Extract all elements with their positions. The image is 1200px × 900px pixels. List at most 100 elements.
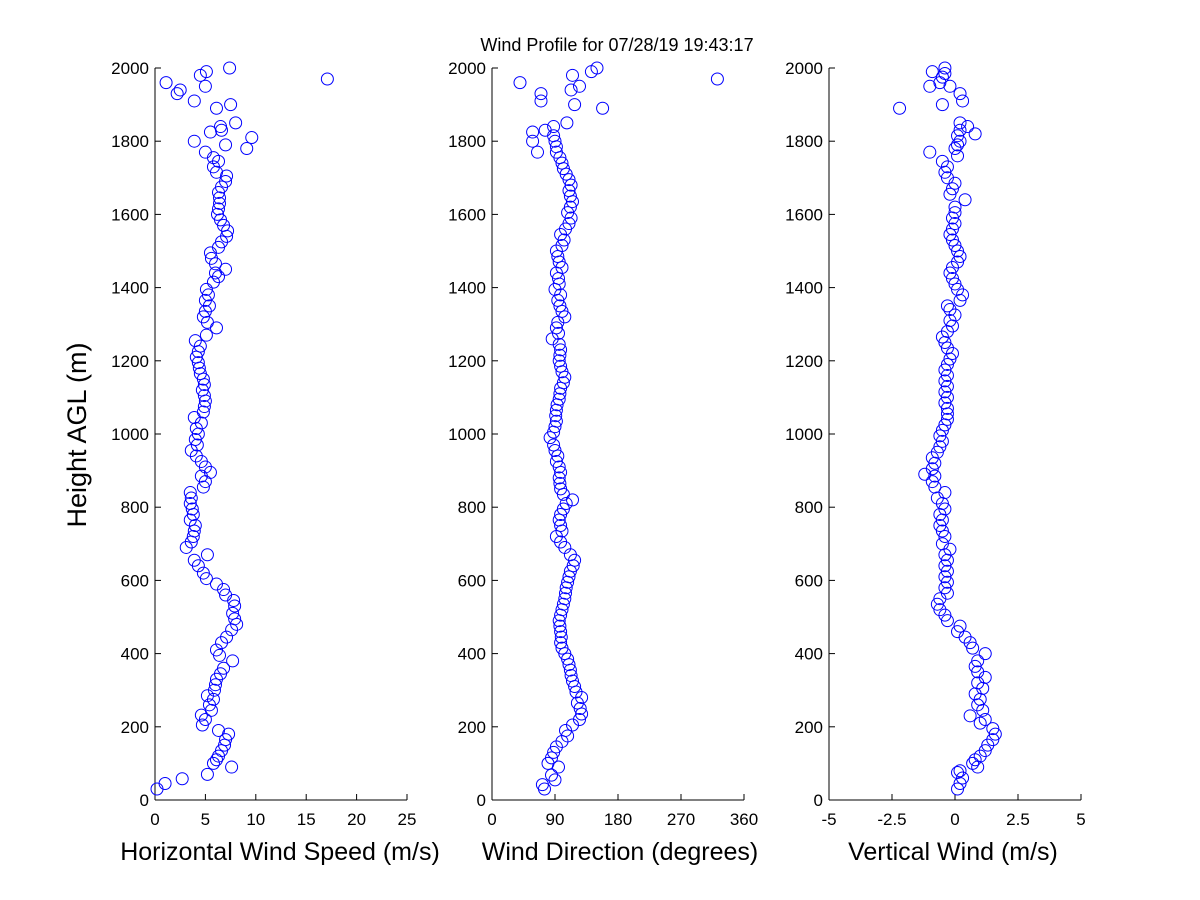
vertical-y-tick-label: 0 [814,791,823,810]
speed-x-tick-label: 0 [150,810,159,829]
vertical-data-point [951,282,965,296]
vertical-data-point [938,396,952,410]
speed-y-tick-label: 2000 [111,59,149,78]
speed-data-point [175,772,189,786]
direction-data-point [555,156,569,170]
direction-data-point [554,535,568,549]
vertical-data-point [933,603,947,617]
direction-data-point [561,729,575,743]
direction-data-point [553,348,567,362]
vertical-data-point [935,154,949,168]
speed-y-tick-label: 200 [121,718,149,737]
direction-data-point [564,669,578,683]
direction-y-tick-label: 400 [458,645,486,664]
direction-data-point [552,513,566,527]
vertical-data-point [948,142,962,156]
speed-data-point [223,61,237,75]
y-axis-title: Height AGL (m) [62,342,92,527]
vertical-data-point [978,744,992,758]
vertical-data-point [935,434,949,448]
speed-data-point [199,328,213,342]
figure-title: Wind Profile for 07/28/19 19:43:17 [480,35,753,55]
speed-data-point [188,334,202,348]
speed-y-tick-label: 1200 [111,352,149,371]
direction-data-point [554,625,568,639]
vertical-data-point [951,138,965,152]
vertical-data-point [923,145,937,159]
direction-x-axis-title: Wind Direction (degrees) [482,838,759,866]
vertical-data-point [940,412,954,426]
direction-data-point [552,471,566,485]
direction-data-point [526,125,540,139]
speed-data-point [212,270,226,284]
direction-data-point [566,674,579,688]
speed-y-tick-label: 1800 [111,132,149,151]
speed-data-point [198,79,212,93]
speed-data-point [208,678,222,692]
direction-panel: 0 90 180 270 360 0 200 400 600 800 1000 1200 1400 160… [448,59,758,866]
vertical-y-tick-label: 1400 [785,279,823,298]
vertical-wind-panel: -5 -2.5 0 2.5 5 0 200 400 600 800 1000 1200 1400 1600… [785,59,1086,866]
vertical-data-point [940,171,954,185]
direction-data-point [564,83,578,97]
vertical-data-point [933,440,947,454]
speed-data-point [219,138,233,152]
vertical-data-point [935,70,949,84]
vertical-x-tick-label: -5 [821,810,836,829]
speed-y-tick-label: 400 [121,645,149,664]
direction-y-tick-label: 1600 [448,205,486,224]
vertical-data-point [948,217,962,231]
speed-data-point [226,606,240,620]
vertical-data-point [935,537,949,551]
speed-data-point [196,310,210,324]
speed-data-point [187,553,201,567]
speed-data-point [199,282,213,296]
vertical-y-tick-label: 2000 [785,59,823,78]
speed-data-point [217,661,231,675]
direction-data-point [596,101,610,115]
speed-data-point [170,87,184,101]
vertical-data-point [953,87,967,101]
direction-data-point [552,326,565,340]
direction-y-tick-label: 0 [477,791,486,810]
direction-data-point [548,773,562,787]
speed-data-point [196,405,210,419]
speed-data-point [208,266,222,280]
speed-x-tick-label: 25 [398,810,417,829]
direction-data-point [573,79,586,93]
direction-data-point [575,707,589,721]
vertical-x-axis-title: Vertical Wind (m/s) [848,838,1058,866]
direction-data-point [559,586,572,600]
direction-data-point [552,354,566,368]
direction-data-point [555,641,569,655]
direction-data-point [549,414,563,428]
direction-data-point [553,299,567,313]
vertical-data-point [930,597,944,611]
vertical-data-point [930,445,944,459]
speed-data-point [196,566,210,580]
direction-y-tick-label: 1200 [448,352,486,371]
direction-data-point [549,454,563,468]
vertical-data-point [953,249,967,263]
direction-data-point [554,465,568,479]
direction-data-point [551,249,565,263]
speed-data-point [225,760,239,774]
direction-x-tick-label: 360 [730,810,758,829]
direction-data-point [547,438,561,452]
vertical-data-point [978,647,992,661]
direction-data-point [554,519,568,532]
speed-data-point [245,131,259,145]
speed-data-point [220,630,234,644]
direction-data-point [555,304,569,318]
speed-y-tick-label: 600 [121,571,149,590]
direction-data-point [568,98,582,112]
vertical-y-tick-label: 800 [795,498,823,517]
speed-data-point [199,65,213,79]
vertical-data-point [940,586,954,600]
vertical-x-tick-label: 2.5 [1006,810,1030,829]
direction-data-point [538,123,552,137]
speed-data-point [212,202,226,216]
vertical-data-point [986,733,1000,747]
vertical-data-point [935,423,949,437]
speed-data-point [202,299,216,313]
